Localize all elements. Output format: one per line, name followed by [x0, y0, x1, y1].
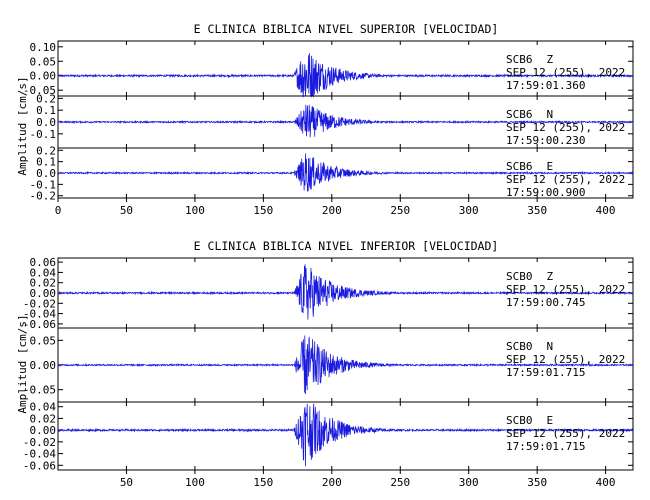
- x-tick-label: 100: [185, 204, 205, 217]
- waveform-line: [57, 153, 634, 192]
- time-label: 17:59:00.230: [506, 134, 585, 147]
- date-label: SEP 12 (255), 2022: [506, 121, 625, 134]
- x-tick-label: 250: [390, 476, 410, 489]
- date-label: SEP 12 (255), 2022: [506, 283, 625, 296]
- y-tick-label: 0.2: [36, 144, 56, 157]
- x-tick-label: 150: [253, 204, 273, 217]
- station-code: SCB0: [506, 414, 533, 427]
- y-tick-label: -0.04: [23, 448, 56, 461]
- waveform-line: [57, 335, 634, 395]
- station-code: SCB6: [506, 108, 533, 121]
- station-label: SCB0 E: [506, 414, 553, 427]
- x-tick-label: 200: [322, 476, 342, 489]
- waveform-line: [57, 53, 634, 98]
- y-tick-label: 0.0: [36, 167, 56, 180]
- y-tick-label: -0.06: [23, 459, 56, 472]
- waveform-line: [57, 264, 634, 320]
- y-tick-label: 0.10: [30, 41, 57, 54]
- x-tick-label: 50: [120, 204, 133, 217]
- y-axis-label: Amplitud [cm/s]: [16, 76, 29, 175]
- station-label: SCB0 Z: [506, 270, 554, 283]
- x-tick-label: 100: [185, 476, 205, 489]
- x-tick-label: 50: [120, 476, 133, 489]
- y-tick-label: -0.05: [23, 384, 56, 397]
- station-label: SCB6 N: [506, 108, 553, 121]
- date-label: SEP 12 (255), 2022: [506, 173, 625, 186]
- x-tick-label: 300: [459, 476, 479, 489]
- component-code: Z: [547, 270, 554, 283]
- trace-panel-scb0-z: 0.060.040.020.00-0.02-0.04-0.06 SCB0 ZSEP …: [23, 256, 634, 331]
- y-tick-label: 0.00: [30, 70, 57, 83]
- x-tick-label: 200: [322, 204, 342, 217]
- waveform-line: [57, 104, 634, 138]
- y-tick-label: 0.1: [36, 104, 56, 117]
- station-label: SCB6 E: [506, 160, 553, 173]
- y-tick-label: 0.02: [30, 412, 57, 425]
- date-label: SEP 12 (255), 2022: [506, 353, 625, 366]
- time-label: 17:59:00.900: [506, 186, 585, 199]
- time-label: 17:59:01.715: [506, 366, 585, 379]
- component-code: Z: [547, 53, 554, 66]
- x-tick-label: 300: [459, 204, 479, 217]
- x-tick-label: 250: [390, 204, 410, 217]
- chart-title: E CLINICA BIBLICA NIVEL INFERIOR [VELOCI…: [194, 239, 499, 253]
- component-code: E: [547, 160, 554, 173]
- y-tick-label: -0.02: [23, 436, 56, 449]
- lower-level-chart: E CLINICA BIBLICA NIVEL INFERIOR [VELOCI…: [16, 239, 634, 489]
- y-tick-label: -0.2: [30, 190, 57, 203]
- x-tick-label: 150: [253, 476, 273, 489]
- x-tick-label: 0: [55, 204, 62, 217]
- time-label: 17:59:01.715: [506, 440, 585, 453]
- component-code: N: [547, 108, 554, 121]
- date-label: SEP 12 (255), 2022: [506, 66, 625, 79]
- station-label: SCB6 Z: [506, 53, 554, 66]
- y-tick-label: -0.06: [23, 318, 56, 331]
- y-tick-label: 0.04: [30, 401, 57, 414]
- x-tick-label: 400: [596, 476, 616, 489]
- y-tick-label: 0.00: [30, 287, 57, 300]
- station-code: SCB6: [506, 53, 533, 66]
- station-code: SCB0: [506, 270, 533, 283]
- y-axis-label: Amplitud [cm/s]: [16, 314, 29, 413]
- x-tick-label: 350: [527, 204, 547, 217]
- time-label: 17:59:01.360: [506, 79, 585, 92]
- upper-level-chart: E CLINICA BIBLICA NIVEL SUPERIOR [VELOCI…: [16, 22, 634, 217]
- waveform-line: [57, 403, 634, 467]
- y-tick-label: -0.1: [30, 178, 57, 191]
- y-tick-label: 0.1: [36, 156, 56, 169]
- time-label: 17:59:00.745: [506, 296, 585, 309]
- y-tick-label: 0.2: [36, 92, 56, 105]
- y-tick-label: 0.0: [36, 116, 56, 129]
- y-tick-label: -0.05: [23, 84, 56, 97]
- y-tick-label: 0.04: [30, 266, 57, 279]
- y-tick-label: 0.05: [30, 334, 57, 347]
- station-label: SCB0 N: [506, 340, 553, 353]
- y-tick-label: 0.00: [30, 424, 57, 437]
- y-tick-label: 0.06: [30, 256, 57, 269]
- date-label: SEP 12 (255), 2022: [506, 427, 625, 440]
- y-tick-label: 0.00: [30, 359, 57, 372]
- x-tick-label: 350: [527, 476, 547, 489]
- component-code: E: [547, 414, 554, 427]
- y-tick-label: 0.05: [30, 55, 57, 68]
- station-code: SCB6: [506, 160, 533, 173]
- chart-title: E CLINICA BIBLICA NIVEL SUPERIOR [VELOCI…: [194, 22, 499, 36]
- station-code: SCB0: [506, 340, 533, 353]
- y-tick-label: -0.02: [23, 297, 56, 310]
- y-tick-label: -0.04: [23, 308, 56, 321]
- x-tick-label: 400: [596, 204, 616, 217]
- y-tick-label: -0.1: [30, 128, 57, 141]
- component-code: N: [547, 340, 554, 353]
- panel-frame: [57, 401, 634, 471]
- y-tick-label: 0.02: [30, 277, 57, 290]
